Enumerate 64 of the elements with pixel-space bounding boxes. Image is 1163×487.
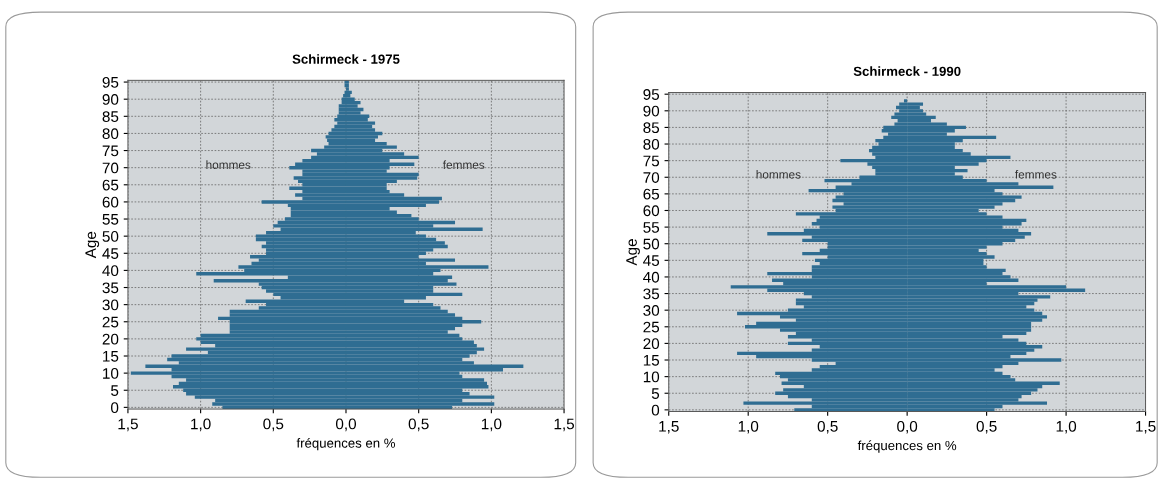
series-label: femmes (1015, 169, 1057, 179)
y-tick-label: 10 (643, 371, 660, 383)
y-tick-label: 10 (103, 367, 119, 379)
x-tick-label: 0,0 (897, 420, 918, 434)
x-tick-label: 1,0 (481, 418, 502, 432)
y-tick-label: 60 (102, 196, 119, 208)
x-tick-label: 0,5 (408, 418, 429, 432)
y-tick-label: 65 (102, 179, 119, 191)
chart-title: Schirmeck - 1990 (853, 66, 961, 76)
y-tick-label: 5 (111, 385, 119, 396)
x-tick-label: 0,5 (976, 420, 997, 434)
y-tick-label: 35 (643, 288, 660, 300)
y-tick-label: 80 (102, 128, 119, 140)
x-axis-title: fréquences en % (296, 437, 396, 451)
text: hommes (206, 160, 251, 169)
y-axis-title: Age (85, 231, 100, 259)
y-tick-label: 30 (643, 305, 660, 316)
y-tick-label: 30 (102, 299, 119, 311)
y-tick-label: 40 (102, 265, 119, 277)
x-axis-title: fréquences en % (857, 440, 957, 453)
x-tick-label: 1,0 (738, 420, 759, 434)
y-tick-label: 65 (643, 188, 660, 200)
y-tick-label: 45 (102, 248, 119, 259)
y-tick-label: 70 (643, 172, 660, 183)
x-tick-label: 1,0 (1056, 420, 1077, 434)
y-tick-label: 85 (102, 111, 119, 122)
y-tick-label: 60 (643, 205, 660, 217)
x-tick-label: 1,0 (191, 418, 211, 432)
y-tick-label: 5 (651, 388, 660, 399)
y-tick-label: 70 (102, 162, 119, 174)
y-tick-label: 50 (643, 238, 660, 250)
y-tick-label: 35 (102, 282, 119, 294)
y-tick-label: 95 (643, 89, 660, 100)
series-label: hommes (756, 169, 801, 179)
y-tick-label: 15 (643, 355, 660, 366)
x-tick-label: 1,5 (554, 418, 575, 432)
x-tick-label: 1,5 (118, 418, 138, 432)
y-tick-label: 90 (102, 94, 119, 105)
x-tick-label: 1,5 (1136, 421, 1156, 434)
y-tick-label: 90 (643, 105, 660, 117)
y-tick-label: 95 (102, 76, 119, 88)
x-tick-label: 0,5 (263, 418, 284, 432)
y-tick-label: 55 (102, 214, 119, 225)
y-tick-label: 45 (643, 255, 660, 267)
y-tick-label: 85 (643, 122, 660, 134)
y-tick-label: 75 (102, 145, 119, 157)
y-tick-label: 50 (102, 231, 119, 242)
chart-title: Schirmeck - 1975 (292, 54, 400, 64)
x-tick-label: 1,5 (659, 421, 679, 434)
y-tick-label: 15 (103, 351, 119, 362)
y-tick-label: 25 (102, 316, 119, 328)
y-tick-label: 0 (111, 402, 119, 414)
x-tick-label: 0,5 (817, 420, 838, 434)
y-tick-label: 55 (643, 222, 660, 233)
y-tick-label: 40 (643, 271, 660, 283)
y-tick-label: 75 (643, 155, 660, 167)
y-tick-label: 0 (651, 404, 660, 416)
y-tick-label: 80 (643, 138, 660, 150)
y-tick-label: 20 (643, 338, 660, 350)
y-axis-title: Age (626, 239, 640, 266)
text: femmes (442, 160, 485, 169)
y-tick-label: 25 (643, 321, 660, 333)
y-tick-label: 20 (102, 333, 119, 345)
x-tick-label: 0,0 (335, 418, 357, 432)
